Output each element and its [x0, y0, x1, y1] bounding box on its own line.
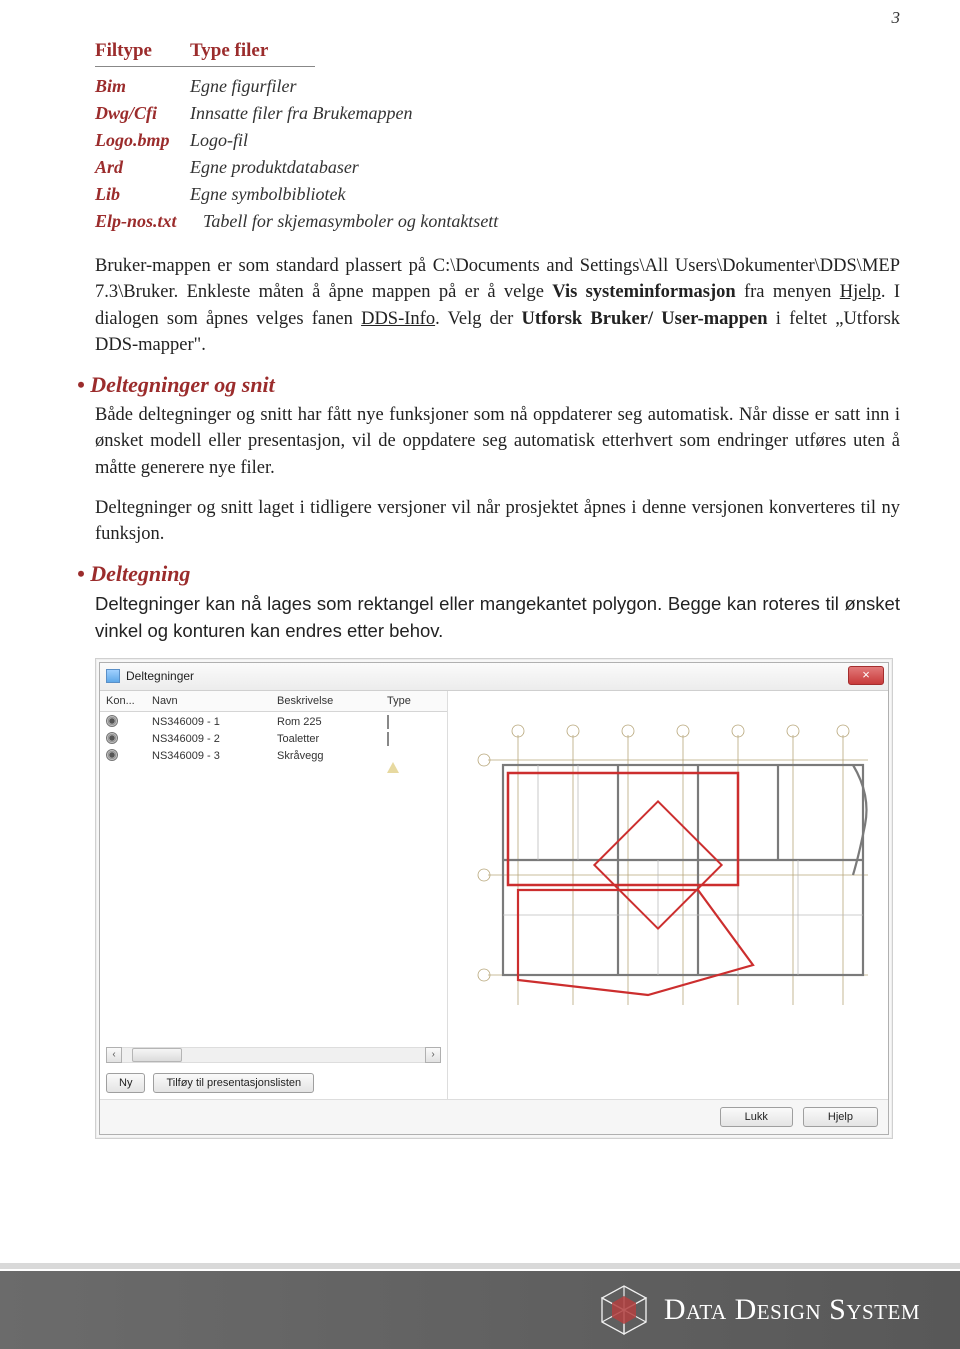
paragraph-bruker-mappen: Bruker-mappen er som standard plassert p…: [95, 253, 900, 358]
scroll-left-button[interactable]: ‹: [106, 1047, 122, 1063]
footer-brand: Data Design System: [664, 1293, 920, 1327]
rect-icon: [387, 715, 389, 729]
scroll-right-button[interactable]: ›: [425, 1047, 441, 1063]
col-kon[interactable]: Kon...: [106, 695, 152, 707]
table-row: LibEgne symbolbibliotek: [95, 181, 900, 208]
list-item[interactable]: NS346009 - 2 Toaletter: [106, 731, 441, 748]
eye-icon: [106, 749, 118, 761]
cell-desc: Innsatte filer fra Brukemappen: [190, 100, 412, 127]
list-item[interactable]: NS346009 - 3 Skråvegg: [106, 748, 441, 765]
left-panel: Kon... Navn Beskrivelse Type NS346009 - …: [100, 691, 448, 1099]
selection-rect: [508, 773, 738, 885]
page-number: 3: [892, 8, 901, 28]
bold-utforsk-bruker: Utforsk Bruker/ User-mappen: [522, 309, 768, 329]
cell-filtype: Ard: [95, 154, 190, 181]
cell-desc: Egne symbolbibliotek: [190, 181, 345, 208]
footer-logo: Data Design System: [596, 1282, 920, 1338]
heading-deltegninger-og-snit: Deltegninger og snit: [77, 372, 900, 398]
table-row: Dwg/CfiInnsatte filer fra Brukemappen: [95, 100, 900, 127]
dialog-body: Kon... Navn Beskrivelse Type NS346009 - …: [100, 691, 888, 1099]
close-button[interactable]: ×: [848, 666, 884, 685]
cell-desc: Egne figurfiler: [190, 73, 297, 100]
table-row: Logo.bmpLogo-fil: [95, 127, 900, 154]
list-navn: NS346009 - 3: [152, 750, 277, 762]
list-item[interactable]: NS346009 - 1 Rom 225: [106, 714, 441, 731]
window-icon: [106, 669, 120, 683]
underline-hjelp: Hjelp: [840, 282, 881, 302]
col-type[interactable]: Type: [387, 695, 432, 707]
tilfoy-button[interactable]: Tilføy til presentasjonslisten: [153, 1073, 314, 1093]
cell-desc: Egne produktdatabaser: [190, 154, 359, 181]
scroll-thumb[interactable]: [132, 1048, 182, 1062]
plan-preview[interactable]: [448, 691, 888, 1099]
cell-desc: Tabell for skjemasymboler og kontaktsett: [203, 208, 498, 235]
table-row: ArdEgne produktdatabaser: [95, 154, 900, 181]
list-besk: Toaletter: [277, 733, 387, 745]
lukk-button[interactable]: Lukk: [720, 1107, 793, 1127]
list-besk: Rom 225: [277, 716, 387, 728]
list-rows: NS346009 - 1 Rom 225 NS346009 - 2 Toalet…: [100, 712, 447, 1047]
eye-icon: [106, 732, 118, 744]
logo-icon: [596, 1282, 652, 1338]
list-besk: Skråvegg: [277, 750, 387, 762]
th-typefiler: Type filer: [190, 40, 268, 62]
th-filtype: Filtype: [95, 40, 190, 62]
paragraph: Deltegninger og snitt laget i tidligere …: [95, 495, 900, 548]
page-footer: Data Design System: [0, 1271, 960, 1349]
cell-filtype: Elp-nos.txt: [95, 208, 203, 235]
table-row: Elp-nos.txtTabell for skjemasymboler og …: [95, 208, 900, 235]
left-buttons: Ny Tilføy til presentasjonslisten: [100, 1067, 447, 1099]
cell-filtype: Dwg/Cfi: [95, 100, 190, 127]
ny-button[interactable]: Ny: [106, 1073, 145, 1093]
cell-desc: Logo-fil: [190, 127, 248, 154]
dialog-footer: Lukk Hjelp: [100, 1099, 888, 1134]
list-navn: NS346009 - 2: [152, 733, 277, 745]
list-navn: NS346009 - 1: [152, 716, 277, 728]
bold-vis-systeminformasjon: Vis systeminformasjon: [552, 282, 735, 302]
list-header: Kon... Navn Beskrivelse Type: [100, 691, 447, 712]
footer-divider: [0, 1263, 960, 1269]
paragraph: Deltegninger kan nå lages som rektangel …: [95, 591, 900, 644]
cell-filtype: Bim: [95, 73, 190, 100]
table-header-row: Filtype Type filer: [95, 40, 315, 67]
col-besk[interactable]: Beskrivelse: [277, 695, 387, 707]
table-row: BimEgne figurfiler: [95, 73, 900, 100]
filetype-table: Filtype Type filer BimEgne figurfiler Dw…: [95, 40, 900, 235]
text: fra menyen: [736, 282, 840, 302]
horizontal-scrollbar[interactable]: ‹ ›: [100, 1047, 447, 1067]
eye-icon: [106, 715, 118, 727]
underline-ddsinfo: DDS-Info: [361, 309, 435, 329]
heading-deltegning: Deltegning: [77, 561, 900, 587]
hjelp-button[interactable]: Hjelp: [803, 1107, 878, 1127]
scroll-track[interactable]: [122, 1047, 425, 1063]
col-navn[interactable]: Navn: [152, 695, 277, 707]
rect-icon: [387, 732, 389, 746]
dialog-window: Deltegninger × Kon... Navn Beskrivelse T…: [99, 662, 889, 1135]
text: . Velg der: [435, 309, 521, 329]
cell-filtype: Lib: [95, 181, 190, 208]
polygon-icon: [387, 750, 399, 773]
dialog-title: Deltegninger: [126, 669, 194, 683]
dialog-screenshot: Deltegninger × Kon... Navn Beskrivelse T…: [95, 658, 893, 1139]
cell-filtype: Logo.bmp: [95, 127, 190, 154]
dialog-titlebar[interactable]: Deltegninger ×: [100, 663, 888, 691]
page-content: Filtype Type filer BimEgne figurfiler Dw…: [0, 0, 960, 1139]
paragraph: Både deltegninger og snitt har fått nye …: [95, 402, 900, 481]
floorplan-svg: [448, 691, 888, 1099]
